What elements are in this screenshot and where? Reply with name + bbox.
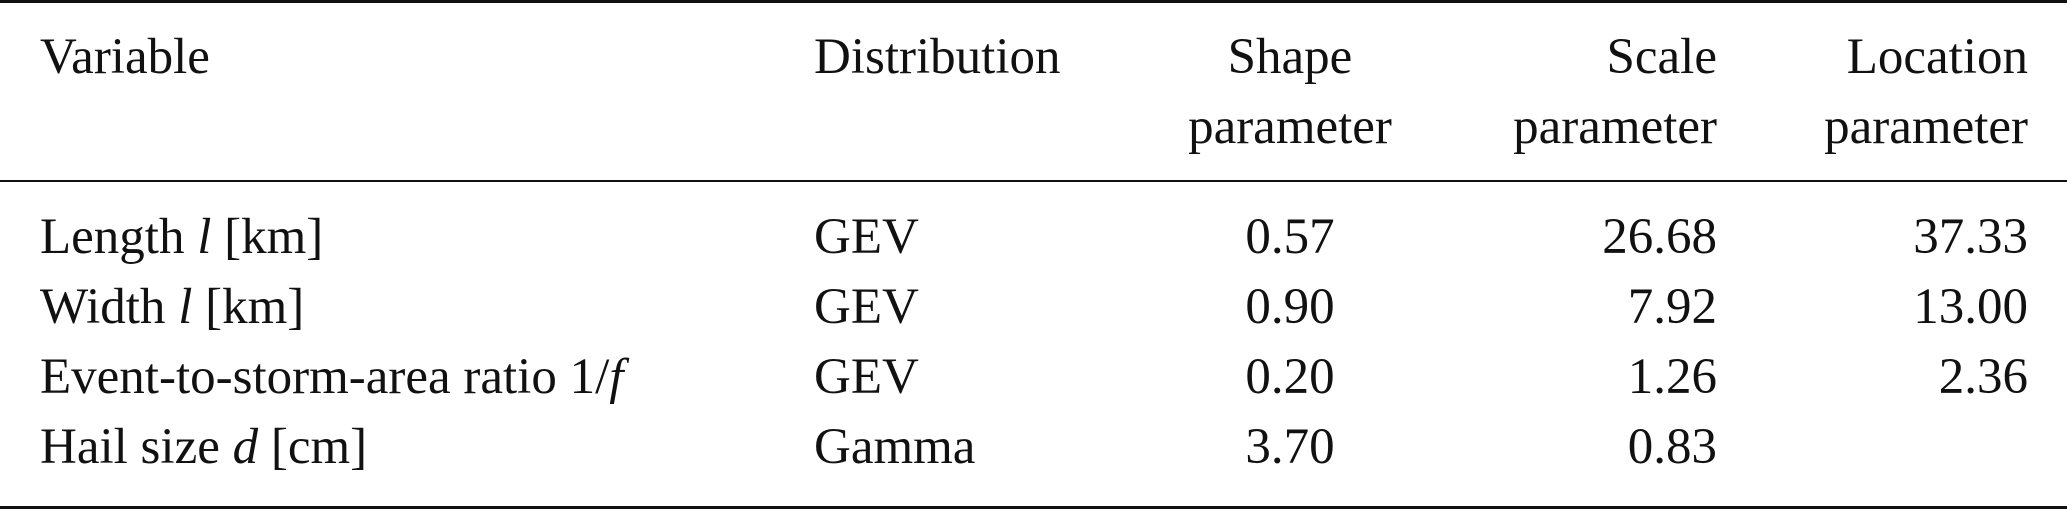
row-3-variable-prefix: Event-to-storm-area ratio 1/	[40, 349, 610, 405]
row-3-location: 2.36	[1938, 349, 2028, 405]
row-4-variable: Hail size d [cm]	[40, 412, 367, 482]
row-2-distribution: GEV	[814, 279, 919, 335]
row-1-variable-suffix: [km]	[211, 209, 324, 265]
header-distribution: Distribution	[814, 29, 1061, 85]
row-1-shape: 0.57	[1245, 209, 1335, 265]
header-shape-line2: parameter	[1188, 99, 1392, 155]
header-location-line1: Location	[1846, 29, 2028, 85]
row-2-variable: Width l [km]	[40, 272, 304, 342]
header-variable: Variable	[40, 29, 210, 85]
row-3-variable-symbol: f	[609, 349, 624, 405]
row-1-variable: Length l [km]	[40, 202, 323, 272]
row-4-shape: 3.70	[1245, 419, 1335, 475]
header-scale-line1: Scale	[1606, 29, 1717, 85]
row-2-variable-suffix: [km]	[192, 279, 305, 335]
header-rule	[0, 180, 2067, 182]
row-4-variable-symbol: d	[232, 419, 259, 475]
row-2-scale: 7.92	[1627, 279, 1717, 335]
row-4-scale: 0.83	[1627, 419, 1717, 475]
row-3-variable: Event-to-storm-area ratio 1/f	[40, 342, 623, 412]
header-scale-line2: parameter	[1513, 99, 1717, 155]
row-2-shape: 0.90	[1245, 279, 1335, 335]
header-shape-line1: Shape	[1227, 29, 1353, 85]
row-2-variable-symbol: l	[178, 279, 193, 335]
row-2-variable-prefix: Width	[40, 279, 179, 335]
row-1-variable-symbol: l	[197, 209, 212, 265]
top-rule	[0, 0, 2067, 3]
row-4-distribution: Gamma	[814, 419, 976, 475]
row-3-scale: 1.26	[1627, 349, 1717, 405]
row-3-shape: 0.20	[1245, 349, 1335, 405]
row-4-variable-prefix: Hail size	[40, 419, 233, 475]
row-1-location: 37.33	[1913, 209, 2028, 265]
header-location-line2: parameter	[1824, 99, 2028, 155]
row-3-distribution: GEV	[814, 349, 919, 405]
row-4-variable-suffix: [cm]	[258, 419, 368, 475]
bottom-rule	[0, 506, 2067, 509]
row-1-distribution: GEV	[814, 209, 919, 265]
row-2-location: 13.00	[1913, 279, 2028, 335]
row-1-scale: 26.68	[1602, 209, 1717, 265]
row-1-variable-prefix: Length	[40, 209, 198, 265]
